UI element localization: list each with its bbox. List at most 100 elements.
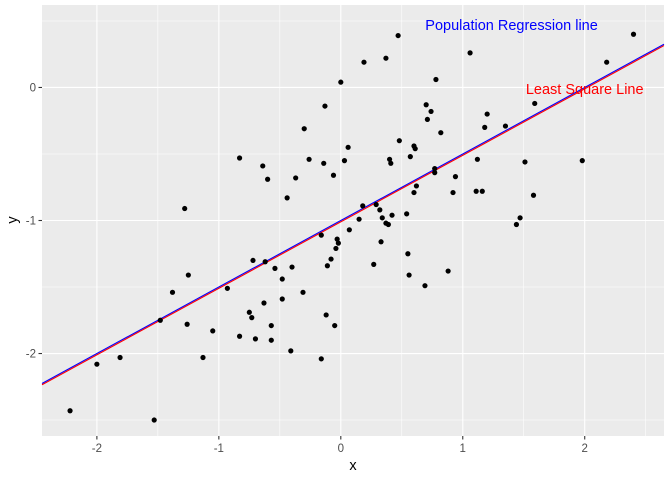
data-point (184, 321, 190, 327)
data-point (467, 50, 473, 56)
data-point (424, 116, 430, 123)
y-axis-title: y (5, 216, 21, 224)
x-tick-label: 0 (338, 443, 344, 455)
data-point (328, 256, 334, 262)
data-point (236, 155, 243, 161)
data-point (210, 328, 216, 334)
data-point (396, 138, 402, 144)
data-point (386, 156, 393, 162)
x-tick-label: 1 (460, 443, 466, 455)
data-point (246, 309, 252, 315)
data-point (279, 276, 285, 282)
data-point (224, 285, 230, 291)
data-point (630, 31, 637, 37)
data-point (323, 312, 329, 318)
data-point (389, 212, 395, 218)
data-point (318, 356, 324, 362)
data-point (182, 205, 188, 212)
regression-line-population (41, 43, 665, 384)
data-point (330, 172, 337, 178)
regression-line-least-square (41, 45, 665, 386)
x-tick-label: -1 (214, 443, 224, 455)
data-point (413, 183, 420, 189)
data-point (360, 203, 366, 209)
data-point (250, 257, 256, 264)
data-points (67, 31, 637, 423)
data-point (407, 154, 413, 160)
data-point (378, 239, 384, 245)
data-point (272, 265, 278, 271)
data-point (513, 221, 520, 228)
data-point (395, 32, 401, 39)
data-point (200, 354, 206, 361)
data-point (532, 100, 538, 107)
x-tick-label: -2 (92, 443, 102, 455)
data-point (438, 130, 444, 136)
data-point (262, 259, 268, 265)
data-point (284, 195, 290, 201)
data-point (411, 189, 417, 196)
y-axis: -2 -1 0 (26, 82, 42, 361)
data-point (169, 289, 176, 295)
data-point (450, 189, 456, 196)
data-point (338, 79, 344, 85)
data-point (383, 55, 389, 61)
data-point (371, 261, 377, 267)
data-point (432, 170, 438, 176)
data-point (388, 160, 394, 166)
data-point (265, 176, 271, 182)
data-point (334, 236, 340, 242)
data-point (423, 102, 429, 108)
data-point (288, 348, 294, 354)
data-point (385, 221, 391, 228)
data-point (293, 175, 299, 181)
data-point (579, 158, 585, 164)
data-point (321, 160, 327, 166)
data-point (300, 289, 306, 295)
x-tick-label: 2 (582, 443, 588, 455)
data-point (473, 188, 479, 194)
data-point (279, 296, 285, 302)
annotations: Population Regression line Least Square L… (425, 18, 643, 98)
regression-lines (41, 43, 665, 386)
data-point (428, 108, 434, 115)
data-point (236, 333, 243, 339)
data-point (341, 158, 348, 164)
y-tick-label: -1 (26, 216, 36, 228)
x-axis-title: x (349, 458, 357, 474)
data-point (151, 417, 157, 423)
data-point (405, 251, 411, 257)
data-point (306, 156, 312, 162)
data-point (361, 59, 367, 65)
data-point (261, 300, 267, 306)
annotation-least-square-line: Least Square Line (526, 82, 644, 98)
data-point (322, 103, 328, 109)
data-point (252, 336, 259, 342)
y-tick-label: -2 (26, 349, 36, 361)
data-point (301, 126, 307, 132)
data-point (604, 59, 610, 65)
data-point (452, 174, 459, 180)
data-point (289, 264, 295, 270)
data-point (445, 268, 451, 274)
data-point (324, 263, 330, 269)
data-point (406, 272, 412, 278)
y-tick-label: 0 (30, 82, 36, 94)
data-point (356, 216, 362, 222)
data-point (422, 283, 428, 289)
data-point (373, 201, 379, 208)
data-point (432, 166, 438, 172)
data-point (335, 240, 341, 246)
data-point (117, 354, 123, 361)
data-point (249, 315, 255, 321)
data-point (345, 144, 351, 150)
data-point (185, 272, 191, 278)
data-point (502, 123, 509, 129)
data-point (412, 146, 418, 152)
data-point (157, 317, 163, 323)
data-point (268, 337, 274, 343)
data-point (94, 361, 100, 367)
data-point (346, 227, 352, 233)
data-point (530, 192, 537, 198)
